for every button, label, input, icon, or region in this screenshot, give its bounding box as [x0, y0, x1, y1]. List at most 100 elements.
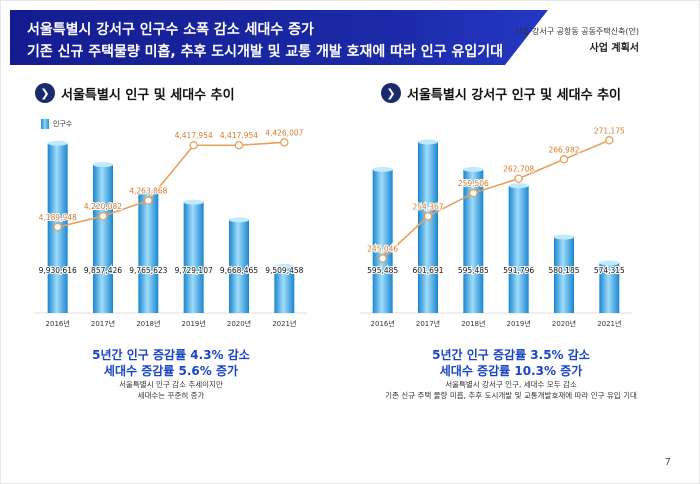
title-line-1: 서울특별시 강서구 인구수 소폭 감소 세대수 증가 — [27, 22, 314, 38]
bar — [372, 169, 393, 313]
line-label: 254,367 — [412, 202, 443, 211]
line-series — [382, 139, 610, 260]
left-section-title: 서울특별시 인구 및 세대수 추이 — [61, 87, 235, 103]
x-tick-label: 2017년 — [91, 319, 115, 328]
x-tick-label: 2019년 — [182, 319, 206, 328]
right-desc-line-2: 기존 신규 주택 물량 미흡, 추후 도시개발 및 교통개발호재에 따라 인구 … — [385, 391, 637, 400]
line-label: 4,417,954 — [220, 131, 258, 140]
x-tick-label: 2021년 — [597, 319, 621, 328]
bar-label: 595,485 — [367, 266, 398, 275]
line-label: 4,220,082 — [84, 202, 122, 211]
line-point — [423, 212, 433, 221]
line-point — [234, 140, 244, 150]
x-tick-label: 2020년 — [227, 319, 251, 328]
bar-label: 574,315 — [594, 266, 625, 275]
bar-label: 9,857,426 — [84, 266, 122, 275]
bar-label: 591,796 — [503, 266, 534, 275]
line-point — [469, 188, 478, 198]
bar — [93, 164, 113, 313]
bar — [463, 169, 484, 313]
bar-label: 9,729,107 — [175, 266, 213, 275]
right-summary: 5년간 인구 증감률 3.5% 감소 세대수 증감률 10.3% 증가 서울특별… — [346, 347, 676, 401]
bar — [138, 191, 159, 313]
left-desc-line-2: 세대수는 꾸준히 증가 — [137, 391, 205, 400]
line-point — [144, 196, 153, 205]
right-desc-line-1: 서울특별시 강서구 인구, 세대수 모두 감소 — [445, 380, 577, 389]
bar — [508, 185, 529, 313]
organization-label: 서울 강서구 공항동 공동주택신축(안) — [514, 27, 639, 36]
line-point — [514, 174, 523, 183]
bar-cap — [183, 199, 204, 205]
title-line-2: 기존 신규 주택물량 미흡, 추후 도시개발 및 교통 개발 호재에 따라 인구… — [27, 44, 503, 60]
line-label: 259,506 — [458, 179, 489, 188]
right-summary-line-1: 5년간 인구 증감률 3.5% 감소 — [432, 348, 590, 362]
bar-label: 9,509,458 — [265, 266, 303, 275]
chart-svg: 595,485 2016년 601,691 2017년 595,485 2018년 591,… — [360, 125, 632, 328]
line-label: 266,982 — [548, 145, 579, 154]
line-point — [53, 222, 62, 232]
bar-label: 9,930,616 — [39, 266, 77, 275]
line-point — [605, 136, 614, 145]
chart-svg: 9,930,616 2016년 9,857,426 2017년 9,765,623 201… — [35, 127, 307, 328]
line-label: 4,263,868 — [129, 186, 167, 195]
chevron-right-icon: ❯ — [35, 83, 55, 103]
line-label: 4,189,948 — [39, 213, 77, 222]
right-section-heading: ❯ 서울특별시 강서구 인구 및 세대수 추이 — [381, 83, 621, 103]
bar — [274, 266, 295, 313]
bar-cap — [463, 166, 484, 172]
bar-cap — [229, 217, 249, 223]
bar — [554, 237, 574, 313]
line-point — [280, 138, 289, 147]
bar-cap — [599, 260, 620, 266]
left-desc-line-1: 서울특별시 인구 감소 추세이지만 — [119, 380, 223, 389]
line-label: 4,426,007 — [265, 128, 303, 137]
line-point — [559, 155, 569, 164]
line-label: 271,175 — [594, 126, 625, 135]
left-summary-line-2: 세대수 증감률 5.6% 증가 — [103, 364, 239, 378]
bar-cap — [93, 162, 113, 168]
bar-cap — [138, 189, 159, 195]
bar-cap — [372, 166, 393, 172]
legend: 인구수 — [41, 119, 72, 129]
line-series — [57, 141, 285, 228]
bar — [229, 219, 249, 313]
left-section-heading: ❯ 서울특별시 인구 및 세대수 추이 — [35, 83, 235, 103]
line-label: 245,046 — [367, 245, 398, 254]
line-label: 262,708 — [503, 165, 534, 174]
bar-label: 595,485 — [458, 266, 489, 275]
x-tick-label: 2017년 — [416, 319, 440, 328]
bar — [599, 263, 620, 313]
right-section-title: 서울특별시 강서구 인구 및 세대수 추이 — [407, 87, 621, 103]
line-point — [98, 211, 108, 221]
bar-cap — [274, 263, 295, 269]
bar-cap — [554, 234, 574, 240]
x-tick-label: 2018년 — [461, 319, 485, 328]
x-tick-label: 2020년 — [552, 319, 576, 328]
line-point — [378, 254, 387, 263]
left-summary-line-1: 5년간 인구 증감률 4.3% 감소 — [92, 348, 250, 362]
left-summary: 5년간 인구 증감률 4.3% 감소 세대수 증감률 5.6% 증가 서울특별시… — [21, 347, 321, 401]
seoul-population-chart: 9,930,616 2016년 9,857,426 2017년 9,765,623 201… — [21, 113, 321, 338]
x-tick-label: 2016년 — [46, 319, 70, 328]
line-point — [189, 140, 198, 150]
bar-cap — [47, 140, 68, 146]
x-tick-label: 2019년 — [507, 319, 531, 328]
x-tick-label: 2018년 — [136, 319, 160, 328]
bar-label: 601,691 — [412, 266, 443, 275]
bar — [183, 202, 204, 313]
page-number: 7 — [664, 457, 671, 468]
x-tick-label: 2021년 — [272, 319, 296, 328]
bar-label: 580,185 — [548, 266, 579, 275]
document-label: 사업 계획서 — [589, 43, 639, 54]
legend-swatch — [41, 119, 49, 129]
bar-cap — [418, 139, 438, 145]
bar — [418, 142, 438, 313]
legend-label: 인구수 — [53, 120, 73, 128]
bar-label: 9,765,623 — [129, 266, 167, 275]
x-tick-label: 2016년 — [371, 319, 395, 328]
title-banner: 서울특별시 강서구 인구수 소폭 감소 세대수 증가 기존 신규 주택물량 미흡… — [10, 10, 548, 65]
gangseo-population-chart: 595,485 2016년 601,691 2017년 595,485 2018년 591,… — [346, 113, 646, 338]
bar-cap — [508, 183, 529, 189]
bar-label: 9,668,465 — [220, 266, 258, 275]
